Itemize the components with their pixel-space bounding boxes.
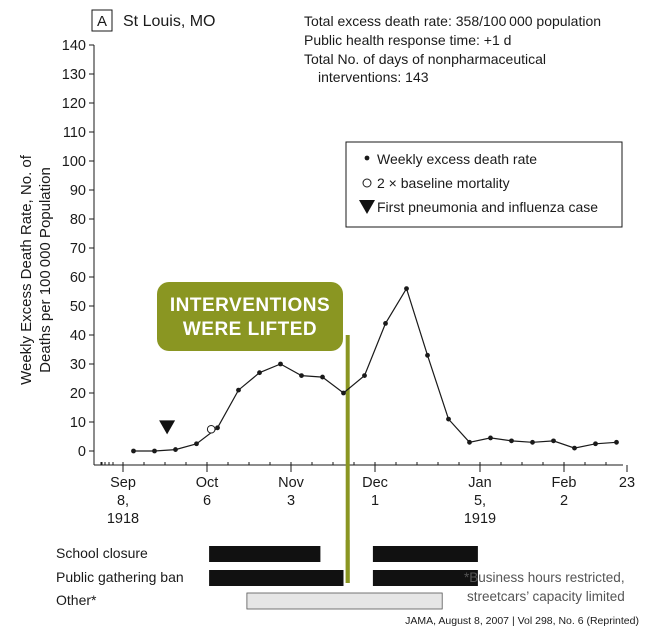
legend-open-label: 2 × baseline mortality: [377, 175, 510, 191]
x-tick-label: 6: [203, 493, 211, 509]
data-point: [614, 439, 619, 445]
x-tick-label: 1: [371, 493, 379, 509]
y-tick-label: 40: [70, 328, 86, 344]
data-point: [404, 286, 409, 291]
intervention-bar: [246, 592, 443, 610]
footnote-line1: *Business hours restricted,: [464, 570, 625, 585]
intervention-bar: [372, 546, 478, 562]
series-weekly-excess-death-rate: [131, 286, 619, 454]
data-point: [299, 373, 304, 378]
data-point: [509, 438, 514, 444]
y-tick-label: 140: [62, 38, 86, 54]
y-tick-label: 50: [70, 299, 86, 315]
first-case-triangle-marker: [159, 420, 176, 435]
data-point: [362, 373, 367, 378]
citation: JAMA, August 8, 2007 | Vol 298, No. 6 (R…: [405, 615, 639, 627]
data-point: [173, 447, 178, 452]
y-axis-label-line1: Weekly Excess Death Rate, No. of: [18, 154, 35, 385]
x-tick-label: 1918: [107, 511, 139, 527]
data-point: [131, 448, 136, 454]
y-tick-label: 100: [62, 154, 86, 170]
x-tick-label: 2: [560, 493, 568, 509]
y-axis-label-line2: Deaths per 100 000 Population: [37, 167, 54, 373]
intervention-label-other: Other*: [56, 592, 97, 608]
x-tick-label: Feb: [552, 475, 577, 491]
legend-open-circle-marker: [362, 178, 372, 188]
interventions-lifted-banner: [157, 282, 343, 351]
x-tick-label: Sep: [110, 475, 136, 491]
data-point: [215, 425, 220, 431]
data-point: [467, 439, 472, 445]
axes: 0 10 20 30 40 50 60 70 80 90 100 110 120 130 140 Sep 8, 1…: [62, 38, 635, 527]
stat-intervention-days-line1: Total No. of days of nonpharmaceutical: [304, 51, 546, 67]
intervention-bars: [209, 540, 478, 610]
data-point: [551, 438, 556, 444]
y-tick-label: 120: [62, 96, 86, 112]
y-tick-label: 70: [70, 241, 86, 257]
legend: [345, 141, 623, 228]
data-point: [152, 448, 157, 454]
interventions-lifted-text-line2: WERE LIFTED: [183, 319, 317, 340]
data-point: [446, 416, 451, 422]
panel-label: A: [97, 13, 107, 30]
data-point: [257, 370, 262, 376]
y-tick-label: 0: [78, 444, 86, 460]
data-point: [236, 387, 241, 393]
y-tick-label: 60: [70, 270, 86, 286]
data-point: [194, 441, 199, 447]
stat-intervention-days-line2: interventions: 143: [318, 69, 429, 85]
data-point: [530, 439, 535, 445]
data-point: [593, 441, 598, 447]
data-point: [383, 321, 388, 326]
x-tick-label: 3: [287, 493, 295, 509]
data-point: [278, 361, 283, 367]
interventions-lifted-text-line1: INTERVENTIONS: [170, 295, 330, 316]
y-tick-label: 90: [70, 183, 86, 199]
x-tick-label: 8,: [117, 493, 129, 509]
data-point: [341, 390, 346, 396]
intervention-bar: [209, 546, 321, 562]
footnote-line2: streetcars’ capacity limited: [467, 589, 625, 604]
intervention-bar: [209, 570, 344, 586]
baseline-2x-marker: [206, 424, 216, 434]
chart-title: St Louis, MO: [123, 13, 215, 30]
legend-triangle-marker: [359, 200, 375, 214]
intervention-label-gathering: Public gathering ban: [56, 569, 184, 585]
legend-triangle-label: First pneumonia and influenza case: [377, 199, 598, 215]
y-tick-label: 80: [70, 212, 86, 228]
x-tick-label: Oct: [196, 475, 219, 491]
x-tick-label: 1919: [464, 511, 496, 527]
x-tick-label: Jan: [468, 475, 491, 491]
y-tick-label: 130: [62, 67, 86, 83]
stat-excess-death-rate: Total excess death rate: 358/100 000 pop…: [304, 13, 601, 29]
legend-dot-marker: [364, 155, 370, 161]
y-tick-label: 10: [70, 415, 86, 431]
panel-label-box: [91, 9, 113, 32]
x-tick-label: 5,: [474, 493, 486, 509]
data-point: [572, 445, 577, 451]
y-tick-label: 20: [70, 386, 86, 402]
intervention-label-school: School closure: [56, 545, 148, 561]
x-tick-label: Dec: [362, 475, 388, 491]
legend-dot-label: Weekly excess death rate: [377, 151, 537, 167]
data-point: [320, 374, 325, 380]
data-point: [488, 435, 493, 441]
intervention-bar: [372, 570, 478, 586]
x-tick-label: 23: [619, 475, 635, 491]
interventions-lifted-callout: INTERVENTIONS WERE LIFTED: [157, 282, 350, 583]
y-tick-label: 30: [70, 357, 86, 373]
y-axis-label: Weekly Excess Death Rate, No. of Deaths …: [18, 154, 54, 385]
data-point: [425, 352, 430, 358]
x-tick-label: Nov: [278, 475, 305, 491]
stat-response-time: Public health response time: +1 d: [304, 32, 511, 48]
y-tick-label: 110: [63, 125, 86, 141]
